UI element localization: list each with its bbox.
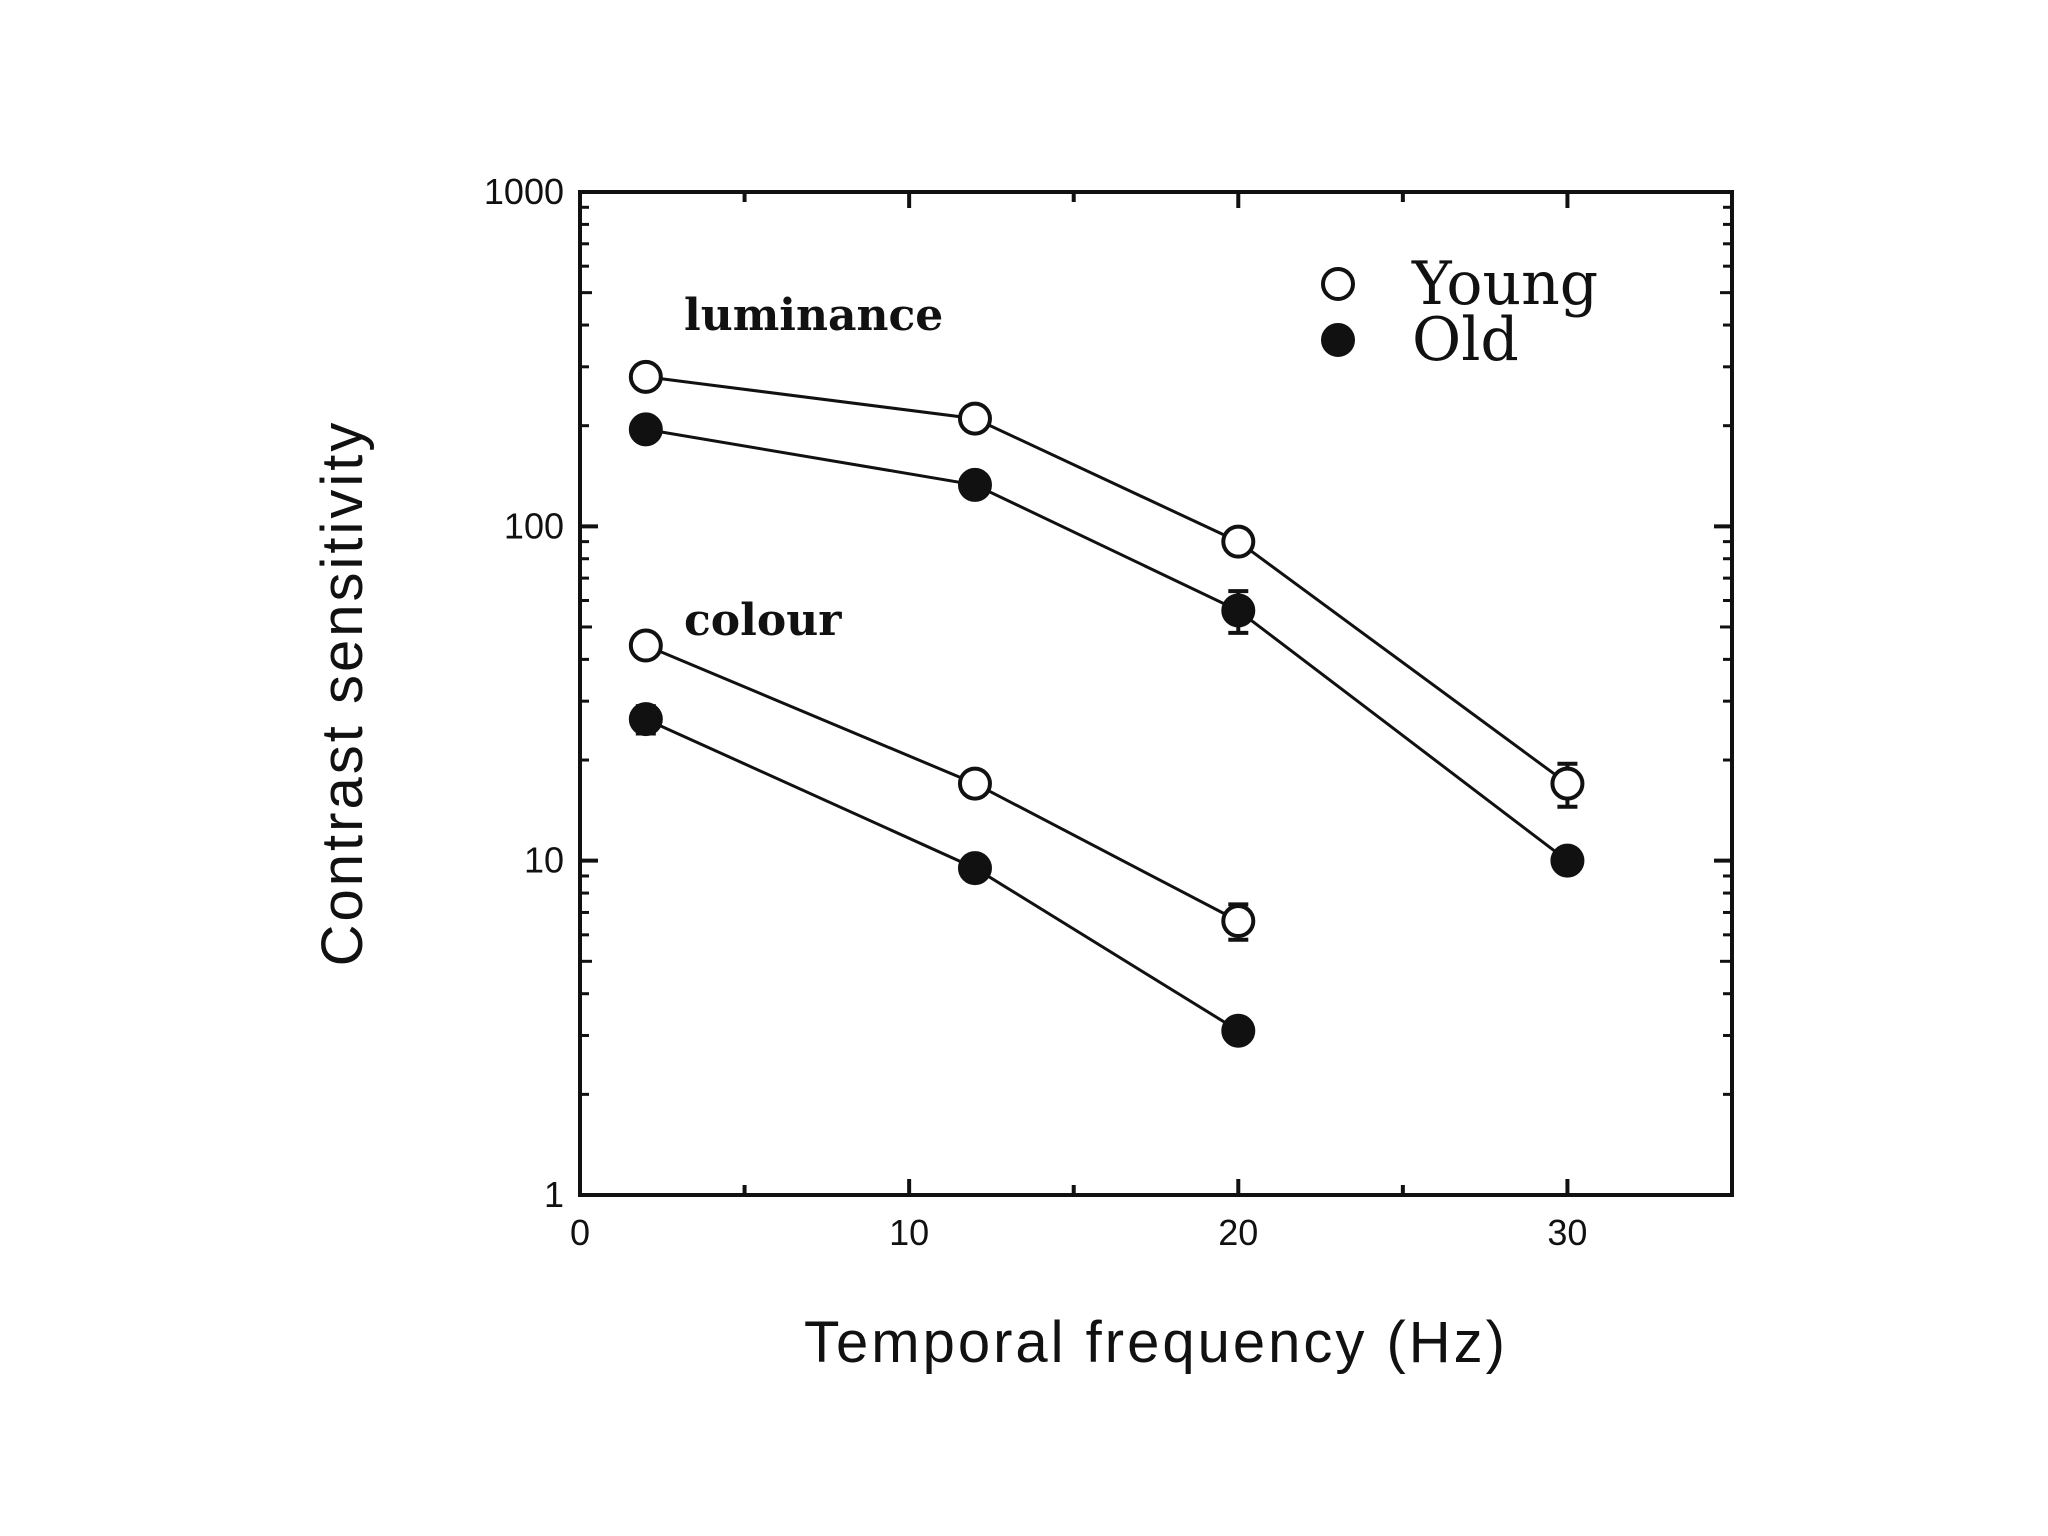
legend-marker-young: [1321, 267, 1355, 301]
data-point-luminance-young: [628, 359, 663, 394]
legend-label-old: Old: [1412, 305, 1519, 375]
legend-marker-old: [1321, 323, 1355, 357]
plot-area: [578, 190, 1734, 1197]
data-point-luminance-old: [628, 412, 663, 447]
x-tick-label: 0: [570, 1212, 590, 1253]
data-point-colour-old: [628, 702, 663, 737]
series-line-colour-young: [645, 644, 1239, 923]
series-line-luminance-old: [645, 427, 1569, 862]
annotation-colour: colour: [684, 595, 842, 646]
y-tick-label: 1: [544, 1174, 564, 1215]
data-point-colour-old: [1221, 1013, 1256, 1048]
x-tick-label: 10: [889, 1212, 929, 1253]
x-tick-label: 30: [1547, 1212, 1587, 1253]
annotation-luminance: luminance: [684, 290, 943, 341]
data-point-colour-young: [957, 766, 992, 801]
x-axis-title: Temporal frequency (Hz): [804, 1310, 1508, 1375]
legend: Young Old: [1321, 249, 1598, 375]
series-line-luminance-young: [645, 375, 1569, 785]
x-tick-label: 20: [1218, 1212, 1258, 1253]
data-point-colour-old: [957, 851, 992, 886]
y-tick-label: 100: [504, 505, 564, 546]
data-point-luminance-old: [957, 467, 992, 502]
data-point-luminance-young: [957, 401, 992, 436]
data-point-luminance-young: [1221, 524, 1256, 559]
data-point-luminance-old: [1221, 593, 1256, 628]
series-luminance-old: [628, 412, 1585, 878]
data-point-colour-young: [628, 628, 663, 663]
y-axis-title: Contrast sensitivity: [310, 420, 375, 967]
data-point-luminance-young: [1550, 766, 1585, 801]
legend-label-young: Young: [1411, 249, 1598, 319]
y-tick-label: 10: [524, 840, 564, 881]
y-tick-label: 1000: [484, 171, 564, 212]
series-luminance-young: [628, 359, 1585, 809]
data-point-luminance-old: [1550, 843, 1585, 878]
series-colour-young: [628, 628, 1256, 942]
data-point-colour-young: [1221, 903, 1256, 938]
series-colour-old: [628, 702, 1256, 1048]
